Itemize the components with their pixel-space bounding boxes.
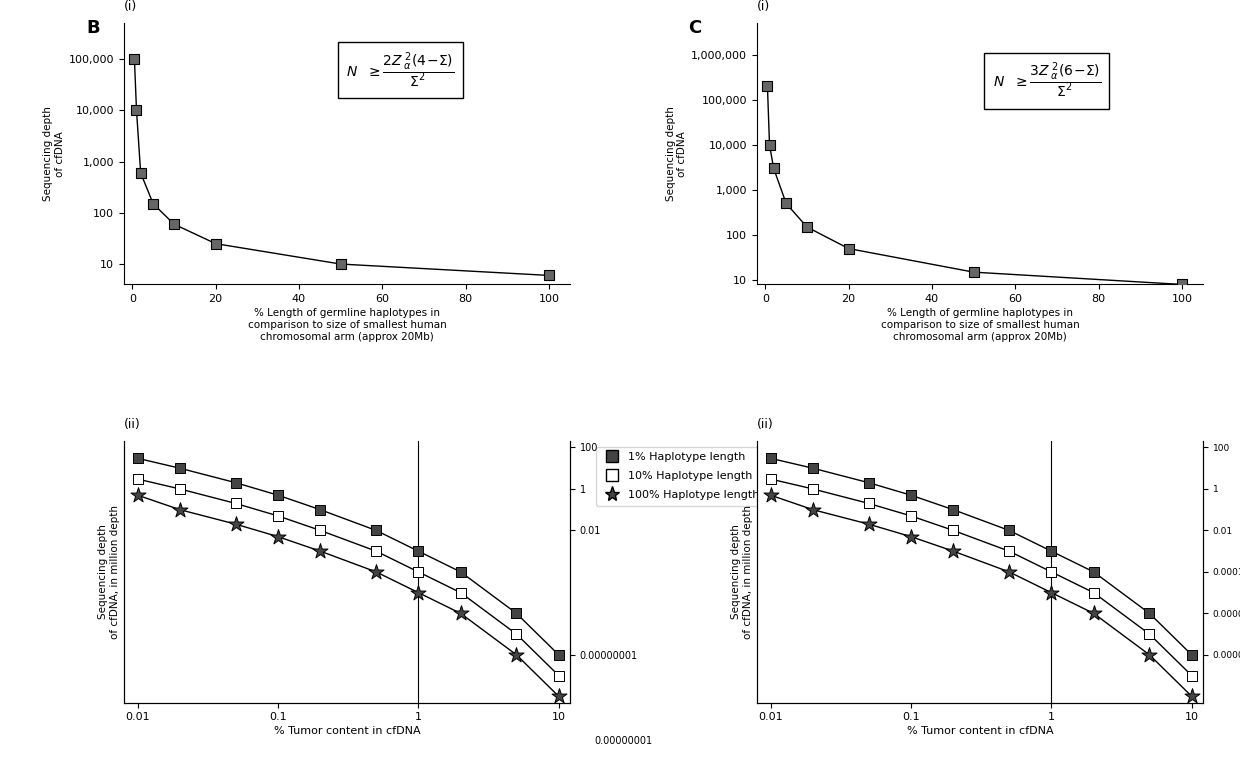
Point bbox=[1140, 607, 1159, 619]
Point bbox=[450, 566, 470, 578]
Point bbox=[999, 545, 1019, 557]
Text: B: B bbox=[87, 19, 100, 37]
Point bbox=[408, 587, 428, 599]
Point bbox=[1172, 278, 1192, 290]
Text: $N\ \ \geq\dfrac{3Z_{\ \alpha}^{\ 2}(6\!-\!\Sigma)}{\Sigma^{2}}$: $N\ \ \geq\dfrac{3Z_{\ \alpha}^{\ 2}(6\!… bbox=[992, 61, 1101, 100]
Point bbox=[944, 524, 963, 537]
Point bbox=[901, 510, 921, 522]
Point bbox=[1182, 669, 1202, 682]
Point bbox=[901, 530, 921, 543]
Point bbox=[764, 162, 784, 174]
Point bbox=[128, 473, 148, 486]
Y-axis label: Sequencing depth
of cfDNA, in million depth: Sequencing depth of cfDNA, in million de… bbox=[98, 505, 120, 639]
Point bbox=[1140, 648, 1159, 661]
Point bbox=[1084, 566, 1104, 578]
Point bbox=[170, 503, 190, 516]
X-axis label: % Length of germline haplotypes in
comparison to size of smallest human
chromoso: % Length of germline haplotypes in compa… bbox=[880, 308, 1079, 341]
Point bbox=[366, 545, 386, 557]
Point bbox=[1182, 690, 1202, 703]
Point bbox=[366, 566, 386, 578]
Y-axis label: Sequencing depth
of cfDNA: Sequencing depth of cfDNA bbox=[666, 107, 687, 201]
Point bbox=[170, 462, 190, 474]
Point bbox=[130, 167, 150, 179]
Point bbox=[126, 104, 146, 117]
Point bbox=[408, 566, 428, 578]
Point bbox=[859, 518, 879, 530]
Point bbox=[1042, 587, 1061, 599]
Legend: 1% Haplotype length, 10% Haplotype length, 100% Haplotype length: 1% Haplotype length, 10% Haplotype lengt… bbox=[595, 447, 765, 506]
Point bbox=[450, 607, 470, 619]
Point bbox=[128, 489, 148, 501]
Point bbox=[776, 198, 796, 210]
Point bbox=[170, 482, 190, 495]
Point bbox=[1182, 648, 1202, 661]
Y-axis label: Sequencing depth
of cfDNA, in million depth: Sequencing depth of cfDNA, in million de… bbox=[732, 505, 753, 639]
Point bbox=[944, 503, 963, 516]
Point bbox=[226, 497, 246, 510]
Point bbox=[310, 524, 330, 537]
Point bbox=[760, 452, 780, 465]
Point bbox=[1084, 587, 1104, 599]
Point bbox=[797, 221, 817, 233]
Point bbox=[1042, 566, 1061, 578]
Point bbox=[128, 452, 148, 465]
Point bbox=[804, 503, 823, 516]
Point bbox=[999, 524, 1019, 537]
Point bbox=[408, 545, 428, 557]
X-axis label: % Tumor content in cfDNA: % Tumor content in cfDNA bbox=[274, 726, 420, 736]
Point bbox=[506, 628, 526, 640]
Point bbox=[506, 648, 526, 661]
Point bbox=[506, 607, 526, 619]
Text: (ii): (ii) bbox=[124, 418, 141, 431]
Text: (i): (i) bbox=[756, 0, 770, 12]
Point bbox=[226, 518, 246, 530]
Point bbox=[760, 473, 780, 486]
Point bbox=[331, 258, 351, 270]
Text: 0.00000001: 0.00000001 bbox=[594, 736, 652, 747]
Point bbox=[1140, 628, 1159, 640]
Point bbox=[804, 462, 823, 474]
Point bbox=[758, 80, 777, 93]
Point bbox=[366, 524, 386, 537]
Point bbox=[124, 52, 144, 65]
Point bbox=[268, 510, 288, 522]
Y-axis label: Sequencing depth
of cfDNA: Sequencing depth of cfDNA bbox=[43, 107, 64, 201]
Point bbox=[450, 587, 470, 599]
Point bbox=[804, 482, 823, 495]
Point bbox=[1084, 607, 1104, 619]
X-axis label: % Tumor content in cfDNA: % Tumor content in cfDNA bbox=[906, 726, 1053, 736]
Point bbox=[901, 489, 921, 501]
Point bbox=[549, 669, 569, 682]
Point bbox=[963, 266, 983, 279]
Point bbox=[144, 198, 164, 210]
Point bbox=[206, 238, 226, 250]
Text: (i): (i) bbox=[124, 0, 138, 12]
Point bbox=[164, 218, 184, 230]
Point bbox=[226, 476, 246, 489]
Point bbox=[549, 690, 569, 703]
Text: (ii): (ii) bbox=[756, 418, 774, 431]
Point bbox=[310, 503, 330, 516]
Point bbox=[944, 545, 963, 557]
Point bbox=[760, 489, 780, 501]
Text: C: C bbox=[688, 19, 702, 37]
Point bbox=[549, 648, 569, 661]
Point bbox=[268, 530, 288, 543]
Point bbox=[760, 139, 780, 151]
Point bbox=[310, 545, 330, 557]
Text: $N\ \ \geq\dfrac{2Z_{\ \alpha}^{\ 2}(4\!-\!\Sigma)}{\Sigma^{2}}$: $N\ \ \geq\dfrac{2Z_{\ \alpha}^{\ 2}(4\!… bbox=[346, 50, 455, 90]
Point bbox=[999, 566, 1019, 578]
Point bbox=[859, 476, 879, 489]
Point bbox=[268, 489, 288, 501]
Point bbox=[859, 497, 879, 510]
Point bbox=[838, 242, 858, 255]
Point bbox=[1042, 545, 1061, 557]
Point bbox=[539, 269, 559, 282]
X-axis label: % Length of germline haplotypes in
comparison to size of smallest human
chromoso: % Length of germline haplotypes in compa… bbox=[248, 308, 446, 341]
